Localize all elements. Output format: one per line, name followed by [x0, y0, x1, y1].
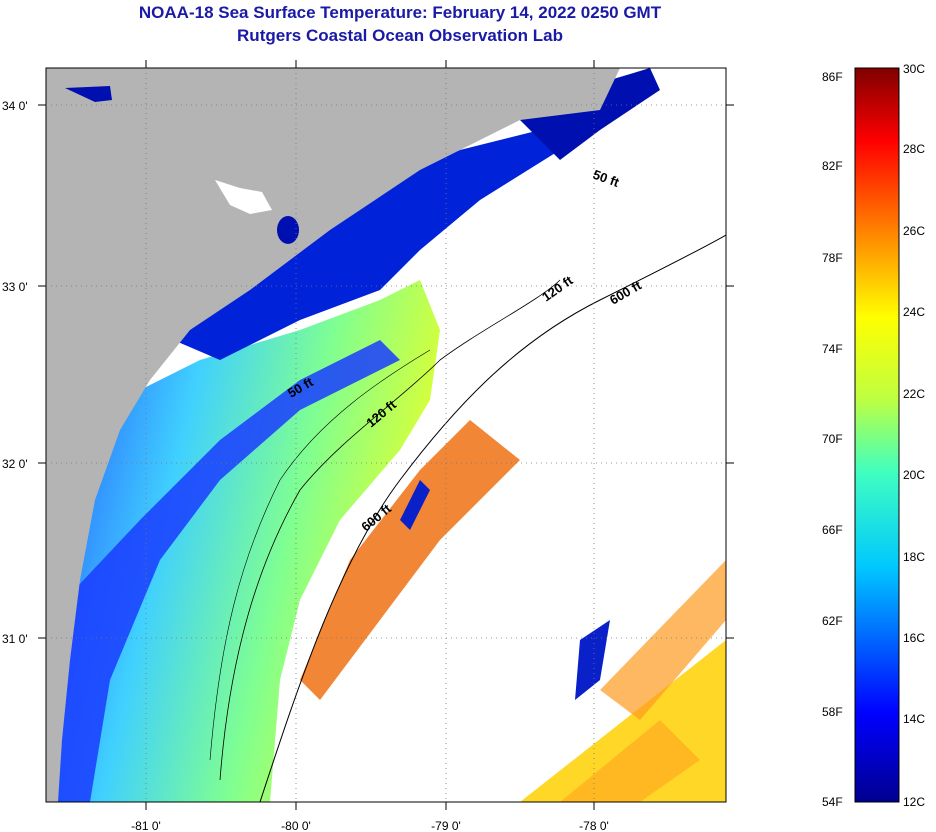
colorbar [854, 67, 900, 803]
colorbar-c-label: 26C [903, 224, 926, 238]
lat-label: 32 0' [2, 457, 28, 471]
colorbar-f-label: 66F [822, 523, 843, 537]
lon-label: -80 0' [281, 819, 311, 832]
lon-label: -79 0' [431, 819, 461, 832]
lat-label: 31 0' [2, 632, 28, 646]
map-image [46, 68, 726, 802]
colorbar-f-label: 54F [822, 795, 843, 809]
colorbar-c-label: 24C [903, 305, 926, 319]
colorbar-c-label: 30C [903, 62, 926, 76]
contour-600ft [259, 234, 726, 802]
colorbar-f-label: 74F [822, 342, 843, 356]
shelf-water [46, 280, 440, 802]
grid-lines [46, 68, 726, 802]
colorbar-c-label: 14C [903, 712, 926, 726]
lon-label: -81 0' [131, 819, 161, 832]
colorbar-c-label: 12C [903, 795, 926, 809]
gulf-stream-warm [300, 420, 520, 700]
lat-label: 34 0' [2, 99, 28, 113]
colorbar-f-label: 78F [822, 251, 843, 265]
lat-label: 33 0' [2, 280, 28, 294]
colorbar-c-label: 22C [903, 387, 926, 401]
cold-nearshore-north [150, 130, 560, 360]
land [46, 68, 620, 802]
colorbar-c-label: 18C [903, 550, 926, 564]
colorbar-f-label: 82F [822, 159, 843, 173]
contour-120ft [219, 279, 561, 781]
contour-50ft [209, 349, 431, 761]
colorbar-f-label: 62F [822, 614, 843, 628]
colorbar-f-label: 58F [822, 705, 843, 719]
lon-label: -78 0' [579, 819, 609, 832]
map-title: NOAA-18 Sea Surface Temperature: Februar… [138, 3, 662, 22]
colorbar-f-label: 70F [822, 432, 843, 446]
map-subtitle: Rutgers Coastal Ocean Observation Lab [237, 26, 563, 45]
colorbar-c-label: 28C [903, 142, 926, 156]
colorbar-c-label: 20C [903, 468, 926, 482]
colorbar-f-label: 86F [822, 70, 843, 84]
axis-ticks [38, 60, 734, 810]
colorbar-c-label: 16C [903, 631, 926, 645]
map-frame [45, 67, 727, 803]
